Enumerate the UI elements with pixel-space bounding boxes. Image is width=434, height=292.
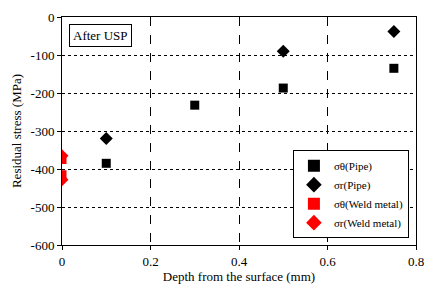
svg-text:σθ(Weld metal): σθ(Weld metal) [334, 198, 403, 211]
svg-text:0.6: 0.6 [319, 254, 336, 269]
svg-text:σr(Weld metal): σr(Weld metal) [334, 217, 401, 230]
svg-text:-500: -500 [31, 200, 55, 215]
svg-text:σr(Pipe): σr(Pipe) [334, 179, 371, 192]
svg-text:σθ(Pipe): σθ(Pipe) [334, 160, 372, 173]
svg-text:0.4: 0.4 [231, 254, 248, 269]
svg-text:0.8: 0.8 [408, 254, 424, 269]
svg-text:0: 0 [59, 254, 66, 269]
svg-text:-200: -200 [31, 86, 55, 101]
svg-text:-300: -300 [31, 124, 55, 139]
svg-text:After USP: After USP [73, 28, 128, 43]
svg-text:-600: -600 [31, 238, 55, 253]
svg-text:-400: -400 [31, 162, 55, 177]
svg-text:Residual stress (MPa): Residual stress (MPa) [9, 74, 24, 188]
svg-text:0: 0 [48, 10, 55, 25]
svg-text:Depth from the surface (mm): Depth from the surface (mm) [163, 269, 315, 284]
svg-text:0.2: 0.2 [142, 254, 158, 269]
svg-text:-100: -100 [31, 48, 55, 63]
